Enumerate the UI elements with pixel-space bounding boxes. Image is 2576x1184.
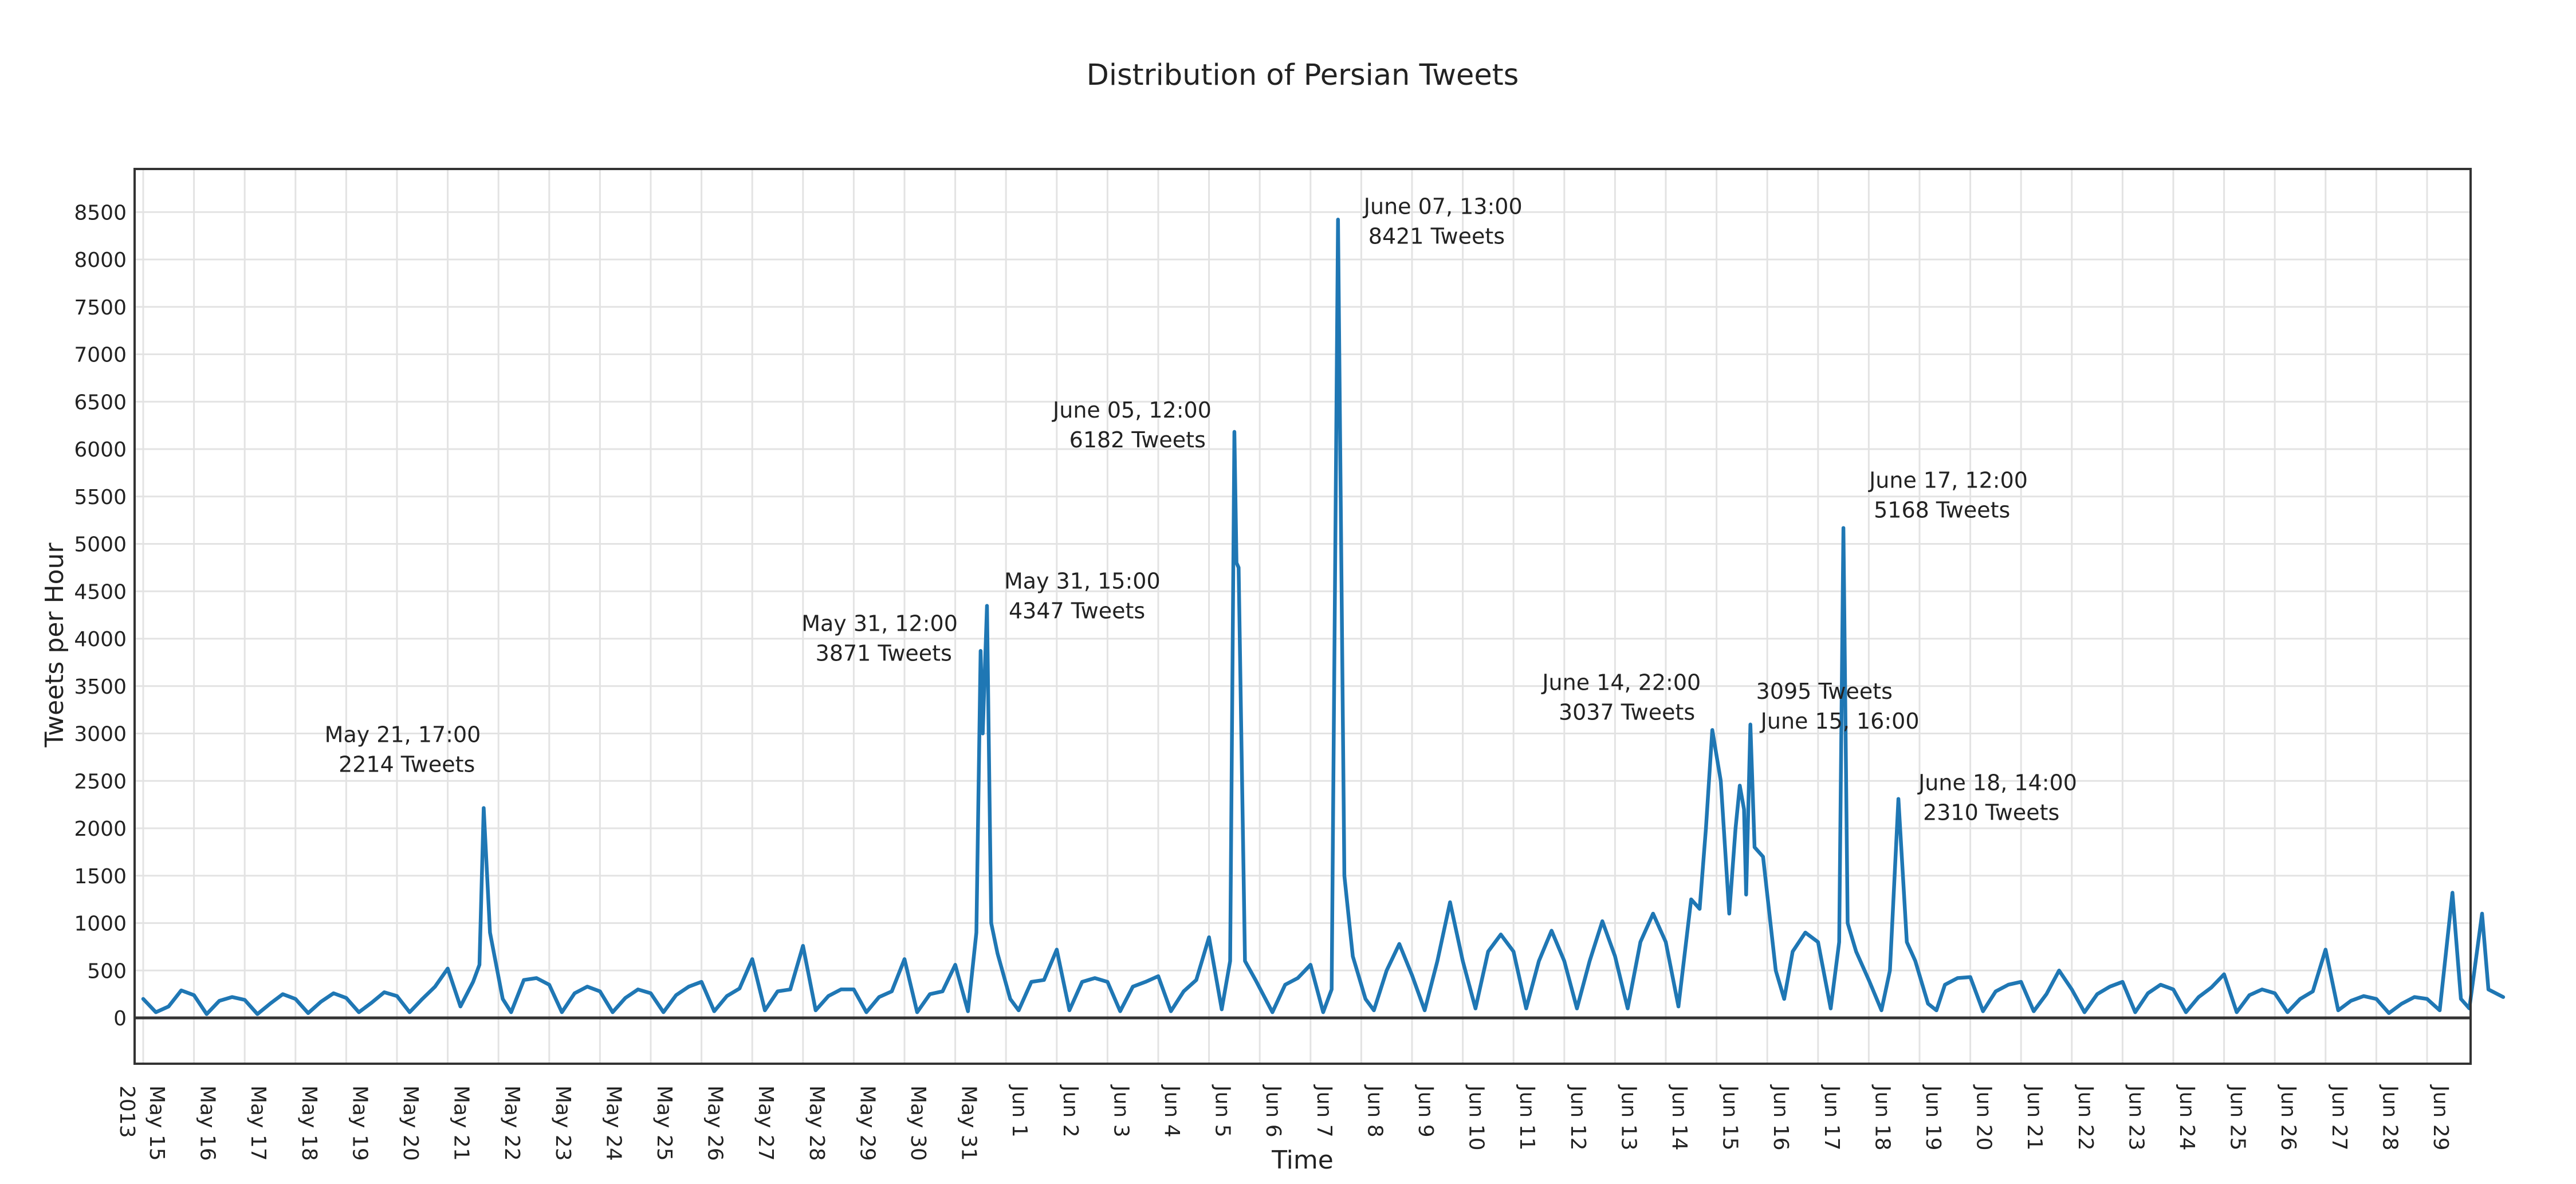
x-axis-ticks: May 15 May 16 May 17 May 18 May 19 May 20 May … [115,1084,2452,1161]
y-tick-label: 5000 [74,533,127,557]
x-tick-label: Jun 16 [1769,1084,1792,1151]
x-tick-label: Jun 1 [1008,1084,1031,1138]
annotation-line2: 2310 Tweets [1923,800,2059,825]
x-tick-label: May 29 [855,1085,879,1161]
y-tick-label: 1500 [74,865,127,888]
annotation-line2: 6182 Tweets [1069,427,1206,453]
x-year-label: 2013 [115,1085,139,1138]
annotation-line2: June 15, 16:00 [1760,709,1920,734]
annotation-line2: 2214 Tweets [339,752,475,777]
x-tick-label: May 27 [754,1085,777,1161]
y-tick-label: 8500 [74,201,127,225]
x-tick-label: Jun 18 [1870,1084,1894,1151]
annotation-line1: June 14, 22:00 [1541,670,1701,695]
annotation-line1: May 31, 12:00 [801,611,958,636]
x-tick-label: Jun 27 [2327,1084,2351,1151]
y-tick-label: 7500 [74,296,127,320]
annotation-line2: 4347 Tweets [1009,599,1145,624]
x-tick-label: May 25 [652,1085,676,1161]
x-tick-label: Jun 21 [2023,1084,2046,1151]
peak-annotations: May 21, 17:00 2214 Tweets May 31, 12:00 387… [325,194,2077,825]
x-tick-label: May 20 [399,1085,422,1161]
y-tick-label: 1000 [74,912,127,936]
x-tick-label: Jun 7 [1312,1084,1336,1138]
x-tick-label: Jun 6 [1261,1084,1285,1138]
x-tick-label: Jun 3 [1109,1084,1132,1138]
x-tick-label: May 15 [145,1085,168,1161]
x-tick-label: Jun 29 [2429,1084,2452,1151]
x-tick-label: Jun 28 [2378,1084,2401,1151]
x-tick-label: Jun 11 [1515,1084,1539,1151]
y-tick-label: 4000 [74,628,127,651]
annotation-line1: June 07, 13:00 [1363,194,1523,219]
series-line-tweets [141,218,2506,1016]
x-tick-label: Jun 5 [1211,1084,1234,1138]
x-tick-label: Jun 23 [2124,1084,2148,1151]
x-tick-label: May 31 [957,1085,981,1161]
y-tick-label: 3000 [74,723,127,746]
x-tick-label: Jun 2 [1059,1084,1082,1138]
annotation-line1: May 31, 15:00 [1004,569,1161,594]
annotation-line2: 3037 Tweets [1559,699,1695,725]
x-tick-label: May 30 [906,1085,930,1161]
y-tick-label: 7000 [74,344,127,367]
y-tick-label: 2500 [74,770,127,793]
annotation-line1: June 18, 14:00 [1917,770,2077,796]
x-tick-label: Jun 26 [2276,1084,2300,1151]
x-tick-label: Jun 17 [1820,1084,1843,1151]
annotation-line1: June 17, 12:00 [1868,468,2028,493]
y-tick-label: 5500 [74,486,127,509]
x-tick-label: Jun 22 [2074,1084,2097,1151]
annotation-line1: June 05, 12:00 [1052,398,1212,423]
x-tick-label: May 26 [703,1085,727,1161]
x-tick-label: May 23 [551,1085,575,1161]
y-tick-label: 2000 [74,817,127,841]
x-tick-label: May 16 [196,1085,219,1161]
y-tick-label: 3500 [74,675,127,699]
x-tick-label: Jun 15 [1718,1084,1742,1151]
x-tick-label: Jun 24 [2175,1084,2199,1151]
annotation-line1: 3095 Tweets [1756,679,1893,704]
x-tick-label: Jun 8 [1363,1084,1386,1138]
y-tick-label: 4500 [74,580,127,604]
x-tick-label: May 28 [805,1085,828,1161]
x-tick-label: May 24 [601,1085,625,1161]
x-tick-label: May 18 [297,1085,321,1161]
x-tick-label: Jun 9 [1414,1084,1437,1138]
y-tick-label: 500 [87,959,127,983]
x-tick-label: Jun 10 [1465,1084,1488,1151]
y-axis-ticks: 0 500 1000 1500 2000 2500 3000 3500 4000 4500 5000… [74,201,127,1030]
x-tick-label: Jun 25 [2226,1084,2249,1151]
x-tick-label: Jun 19 [1921,1084,1945,1151]
y-tick-label: 8000 [74,249,127,272]
x-tick-label: May 19 [348,1085,371,1161]
y-tick-label: 6000 [74,438,127,462]
x-tick-label: Jun 12 [1566,1084,1590,1151]
y-axis-title: Tweets per Hour [40,542,69,748]
x-tick-label: May 22 [500,1085,524,1161]
x-tick-label: Jun 14 [1667,1084,1691,1151]
plot-frame [133,168,2472,1065]
chart-title: Distribution of Persian Tweets [1087,58,1519,92]
x-axis-title: Time [1271,1146,1334,1175]
x-tick-label: May 17 [246,1085,270,1161]
x-tick-label: Jun 20 [1972,1084,1996,1151]
annotation-line2: 3871 Tweets [816,640,952,666]
y-tick-label: 0 [113,1007,127,1030]
grid-lines [135,169,2471,1064]
annotation-line2: 8421 Tweets [1368,223,1505,249]
x-tick-label: Jun 13 [1617,1084,1640,1151]
x-tick-label: May 21 [450,1085,473,1161]
x-tick-label: Jun 4 [1160,1084,1183,1138]
annotation-line2: 5168 Tweets [1874,498,2010,523]
y-tick-label: 6500 [74,391,127,414]
annotation-line1: May 21, 17:00 [325,722,481,748]
